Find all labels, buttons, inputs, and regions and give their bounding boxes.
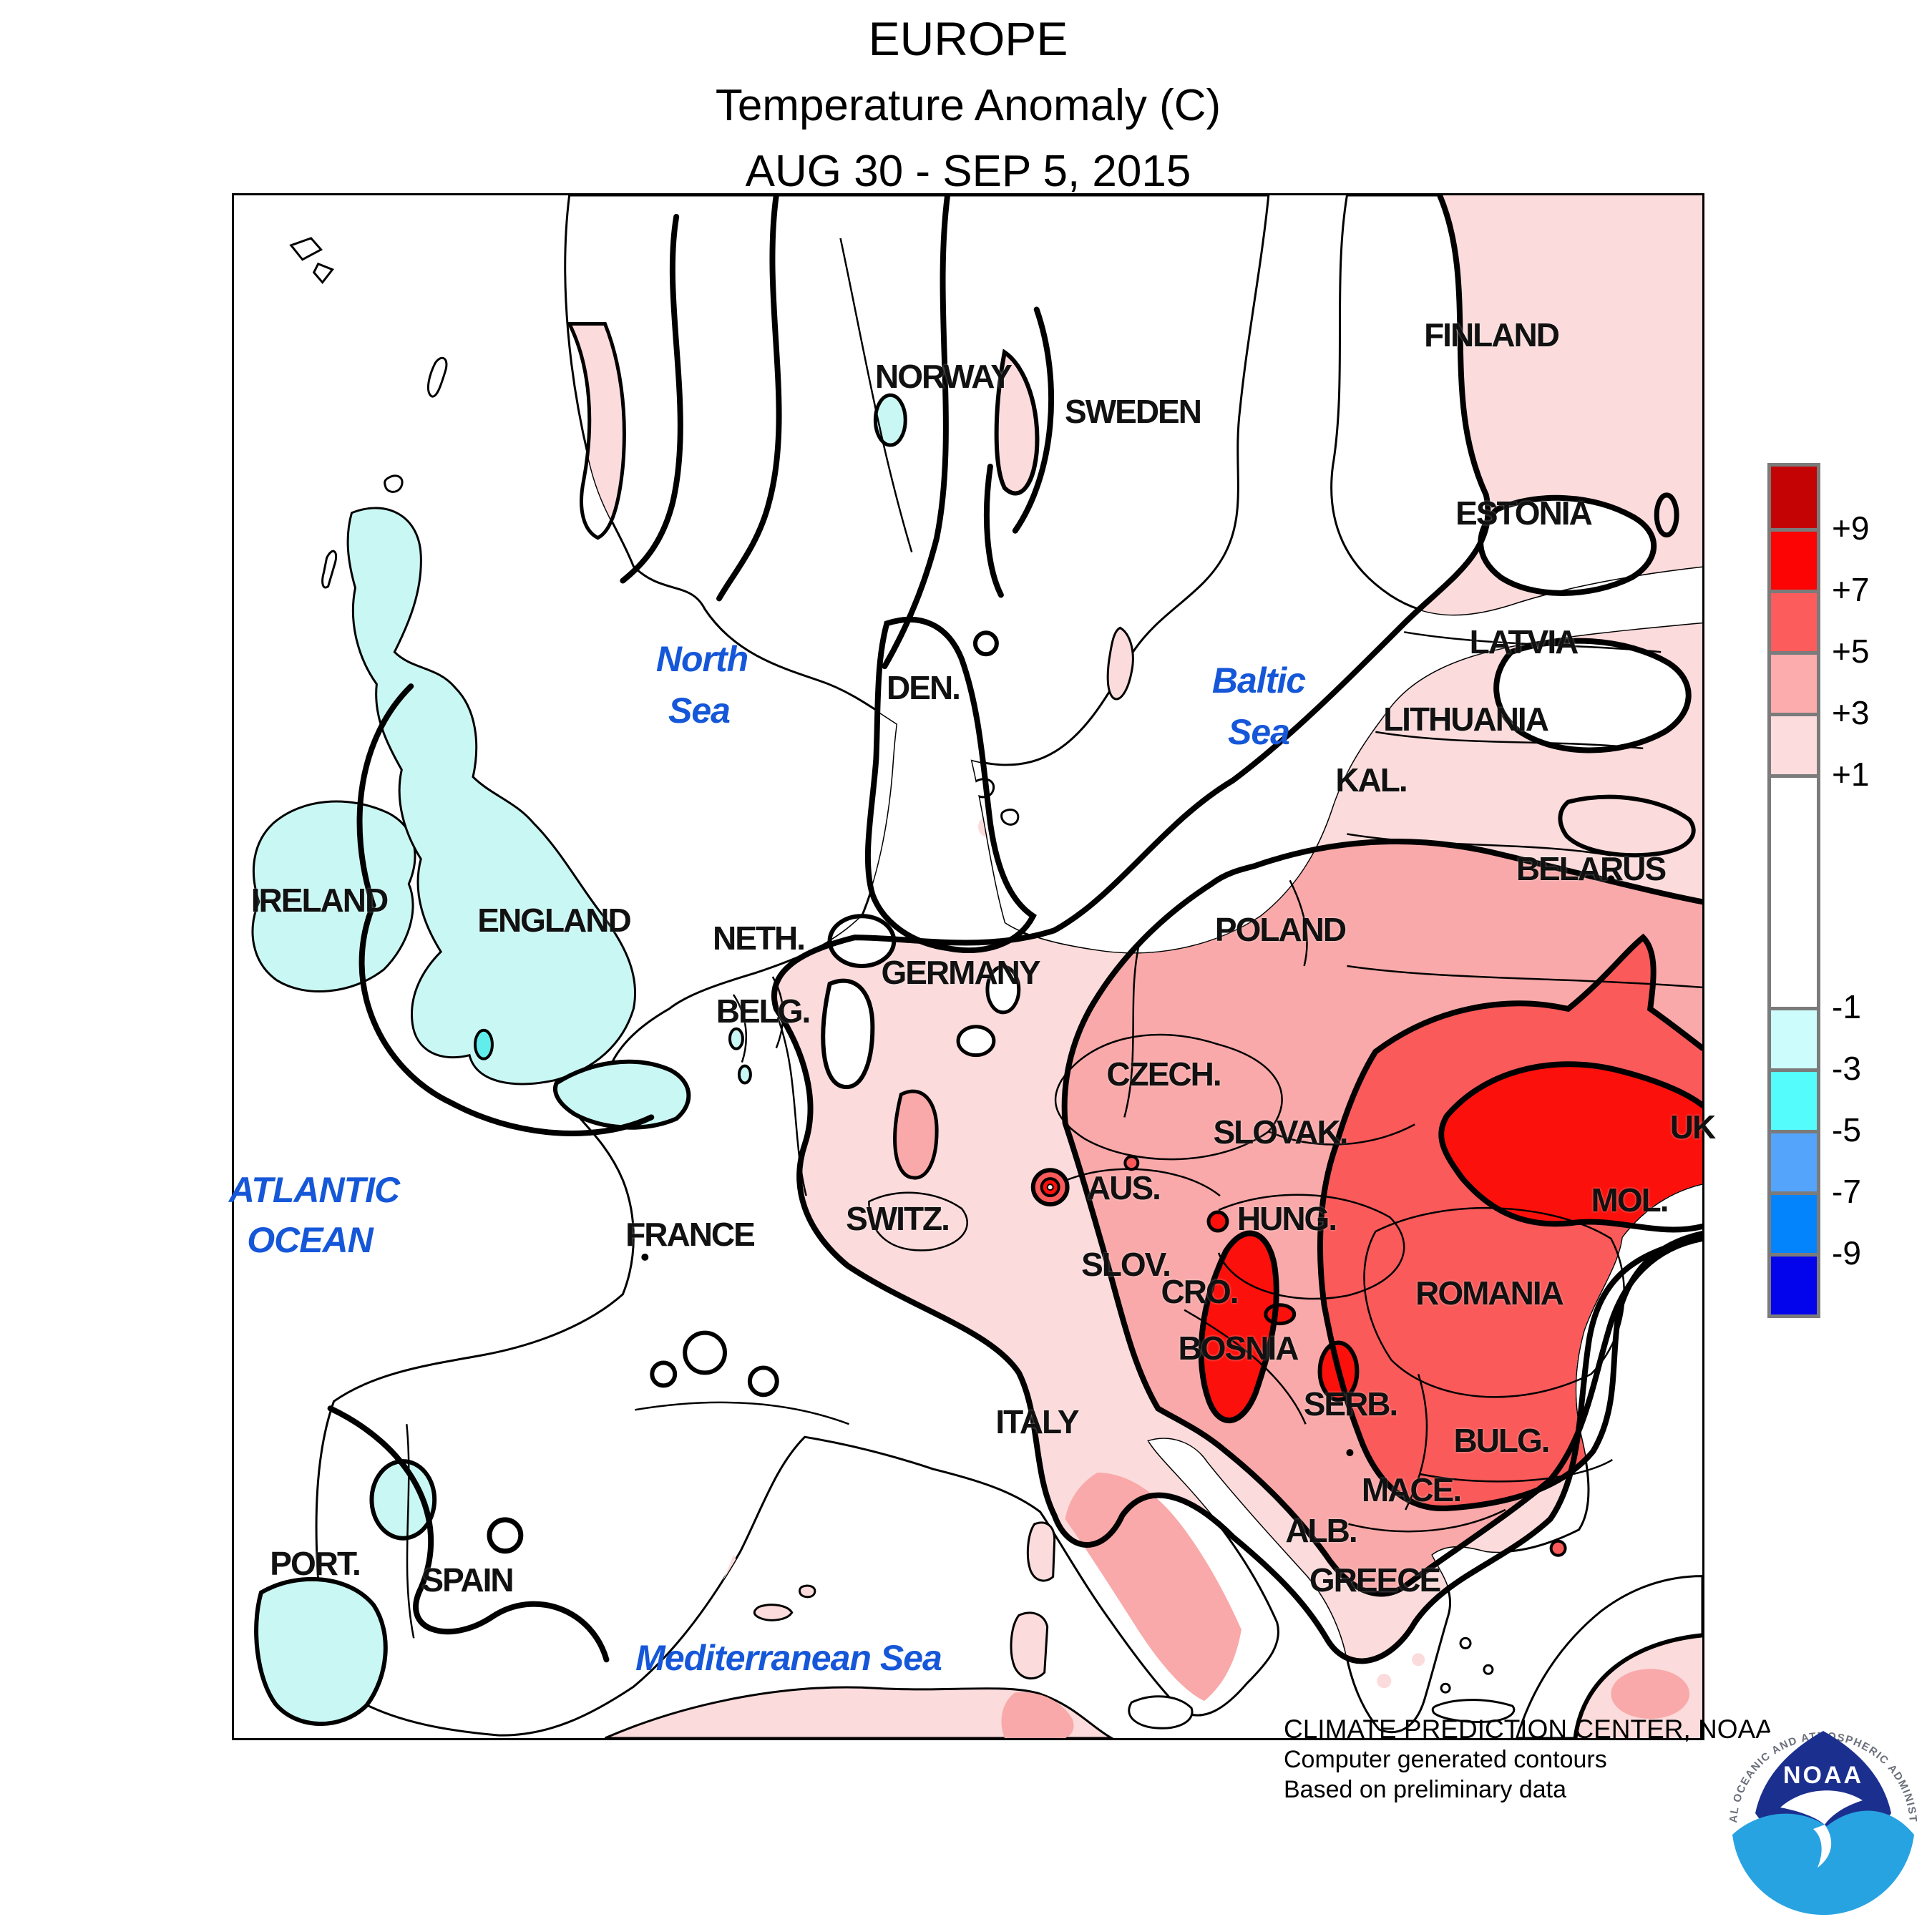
england-cold-spot <box>474 1028 494 1060</box>
plus3-contour <box>1061 838 1702 1597</box>
country-label-port: PORT. <box>270 1545 361 1582</box>
country-label-czech: CZECH. <box>1106 1055 1221 1093</box>
country-label-england: ENGLAND <box>477 902 631 939</box>
norway-lake-patch <box>873 393 907 447</box>
country-label-alb: ALB. <box>1285 1512 1357 1549</box>
country-label-uk: UK <box>1669 1108 1716 1146</box>
country-label-mace: MACE. <box>1361 1471 1462 1508</box>
country-label-belg: BELG. <box>716 992 811 1030</box>
colorbar-tick-label: -3 <box>1832 1050 1861 1087</box>
thrace-hot-dot <box>1549 1539 1567 1557</box>
land-layer <box>251 195 1702 1738</box>
colorbar <box>1767 463 1820 1318</box>
colorbar-tick-label: +5 <box>1832 633 1870 670</box>
country-label-greece: GREECE <box>1309 1561 1441 1599</box>
country-label-lithuania: LITHUANIA <box>1383 701 1549 738</box>
country-label-aus: AUS. <box>1087 1169 1161 1206</box>
europe-map-svg <box>251 195 1702 1738</box>
small-islands <box>289 237 1516 1729</box>
british-isles-offshore-contour <box>356 683 655 1136</box>
colorbar-cell <box>1771 651 1817 713</box>
country-label-hung: HUNG. <box>1236 1200 1337 1237</box>
colorbar-cell <box>1771 1068 1817 1130</box>
colorbar-tick-label: -5 <box>1832 1111 1861 1148</box>
country-label-belarus: BELARUS <box>1516 850 1667 887</box>
noaa-logo: NATIONAL OCEANIC AND ATMOSPHERIC ADMINIS… <box>1720 1717 1926 1923</box>
country-label-romania: ROMANIA <box>1415 1274 1564 1312</box>
sea-label-baltic: Baltic <box>1211 660 1306 701</box>
hot-spot-layer <box>1030 1155 1567 1557</box>
plus1-contour <box>771 195 1702 1664</box>
pink-islands <box>753 626 1134 1680</box>
footer-credit: CLIMATE PREDICTION CENTER, NOAA Computer… <box>1284 1714 1773 1805</box>
page-title: EUROPE Temperature Anomaly (C) AUG 30 - … <box>232 4 1704 205</box>
plus7-contour <box>1438 1061 1702 1233</box>
country-label-kal: KAL. <box>1335 761 1407 799</box>
country-label-switz: SWITZ. <box>846 1200 950 1237</box>
colorbar-tick-label: +9 <box>1832 509 1870 547</box>
colorbar-cell <box>1771 528 1817 590</box>
country-label-bulg: BULG. <box>1453 1422 1550 1459</box>
colorbar-cell <box>1771 1191 1817 1253</box>
country-label-serb: SERB. <box>1303 1385 1399 1423</box>
colorbar-tick-label: -1 <box>1832 988 1861 1025</box>
colorbar-cell <box>1771 467 1817 528</box>
sea-label-atlantic: ATLANTIC <box>228 1170 400 1210</box>
country-label-slov: SLOV. <box>1081 1246 1171 1283</box>
europe-anomaly-map: NORWAY SWEDEN FINLAND ESTONIA LATVIA LITHUANI… <box>228 193 1716 1740</box>
country-label-italy: ITALY <box>995 1403 1079 1440</box>
country-label-slovak: SLOVAK. <box>1213 1113 1348 1151</box>
colorbar-tick-label: +7 <box>1832 571 1870 608</box>
logo-seagull-icon <box>1780 1790 1863 1868</box>
colorbar-cell <box>1771 774 1817 1007</box>
title-region: EUROPE <box>868 12 1068 65</box>
colorbar-tick-label: -9 <box>1832 1234 1861 1272</box>
city-dots <box>641 875 1615 1457</box>
country-label-norway: NORWAY <box>875 358 1013 395</box>
colorbar-cell <box>1771 590 1817 651</box>
country-label-cro: CRO. <box>1161 1273 1239 1310</box>
colorbar-cell <box>1771 1130 1817 1191</box>
country-label-latvia: LATVIA <box>1469 623 1579 660</box>
footer-line-preliminary: Based on preliminary data <box>1284 1776 1567 1803</box>
colorbar-cell <box>1771 1253 1817 1314</box>
sea-label-sea: Sea <box>1228 712 1290 752</box>
footer-line-agency: CLIMATE PREDICTION CENTER, NOAA <box>1284 1714 1773 1744</box>
spain-cold-patch <box>254 1576 388 1727</box>
sea-label-north: North <box>655 639 748 679</box>
country-label-bosnia: BOSNIA <box>1178 1330 1299 1367</box>
country-label-estonia: ESTONIA <box>1455 494 1593 532</box>
contour-layer <box>327 195 1702 1738</box>
colorbar-cell <box>1771 1007 1817 1068</box>
colorbar-tick-label: +1 <box>1832 756 1870 793</box>
country-label-sweden: SWEDEN <box>1065 393 1202 430</box>
sea-label-sea: Sea <box>668 691 731 731</box>
country-label-germany: GERMANY <box>881 954 1040 991</box>
country-label-ireland: IRELAND <box>250 882 389 919</box>
colorbar-tick-label: -7 <box>1832 1173 1861 1210</box>
great-britain-island <box>346 507 637 1085</box>
country-label-spain: SPAIN <box>421 1561 514 1599</box>
colorbar-cell <box>1771 713 1817 774</box>
colorbar-tick-label: +3 <box>1832 694 1870 731</box>
country-label-poland: POLAND <box>1214 911 1347 948</box>
sea-label-mediterraneansea: Mediterranean Sea <box>635 1638 942 1678</box>
north-africa-coast <box>604 1686 1114 1738</box>
brittany-cold-patch <box>553 1059 691 1130</box>
country-label-neth: NETH. <box>713 919 806 957</box>
logo-sky-sea <box>1732 1810 1914 1916</box>
country-label-france: FRANCE <box>625 1216 756 1253</box>
cold-patch-layer <box>254 393 907 1727</box>
title-daterange: AUG 30 - SEP 5, 2015 <box>745 147 1191 196</box>
country-label-mol: MOL. <box>1591 1181 1669 1219</box>
country-label-finland: FINLAND <box>1424 316 1560 353</box>
title-variable: Temperature Anomaly (C) <box>715 81 1221 130</box>
logo-acronym: NOAA <box>1783 1762 1863 1789</box>
sea-label-ocean: OCEAN <box>247 1220 374 1260</box>
country-label-den: DEN. <box>887 669 961 706</box>
footer-line-contours: Computer generated contours <box>1284 1746 1607 1773</box>
plus5-contour <box>1317 933 1702 1511</box>
